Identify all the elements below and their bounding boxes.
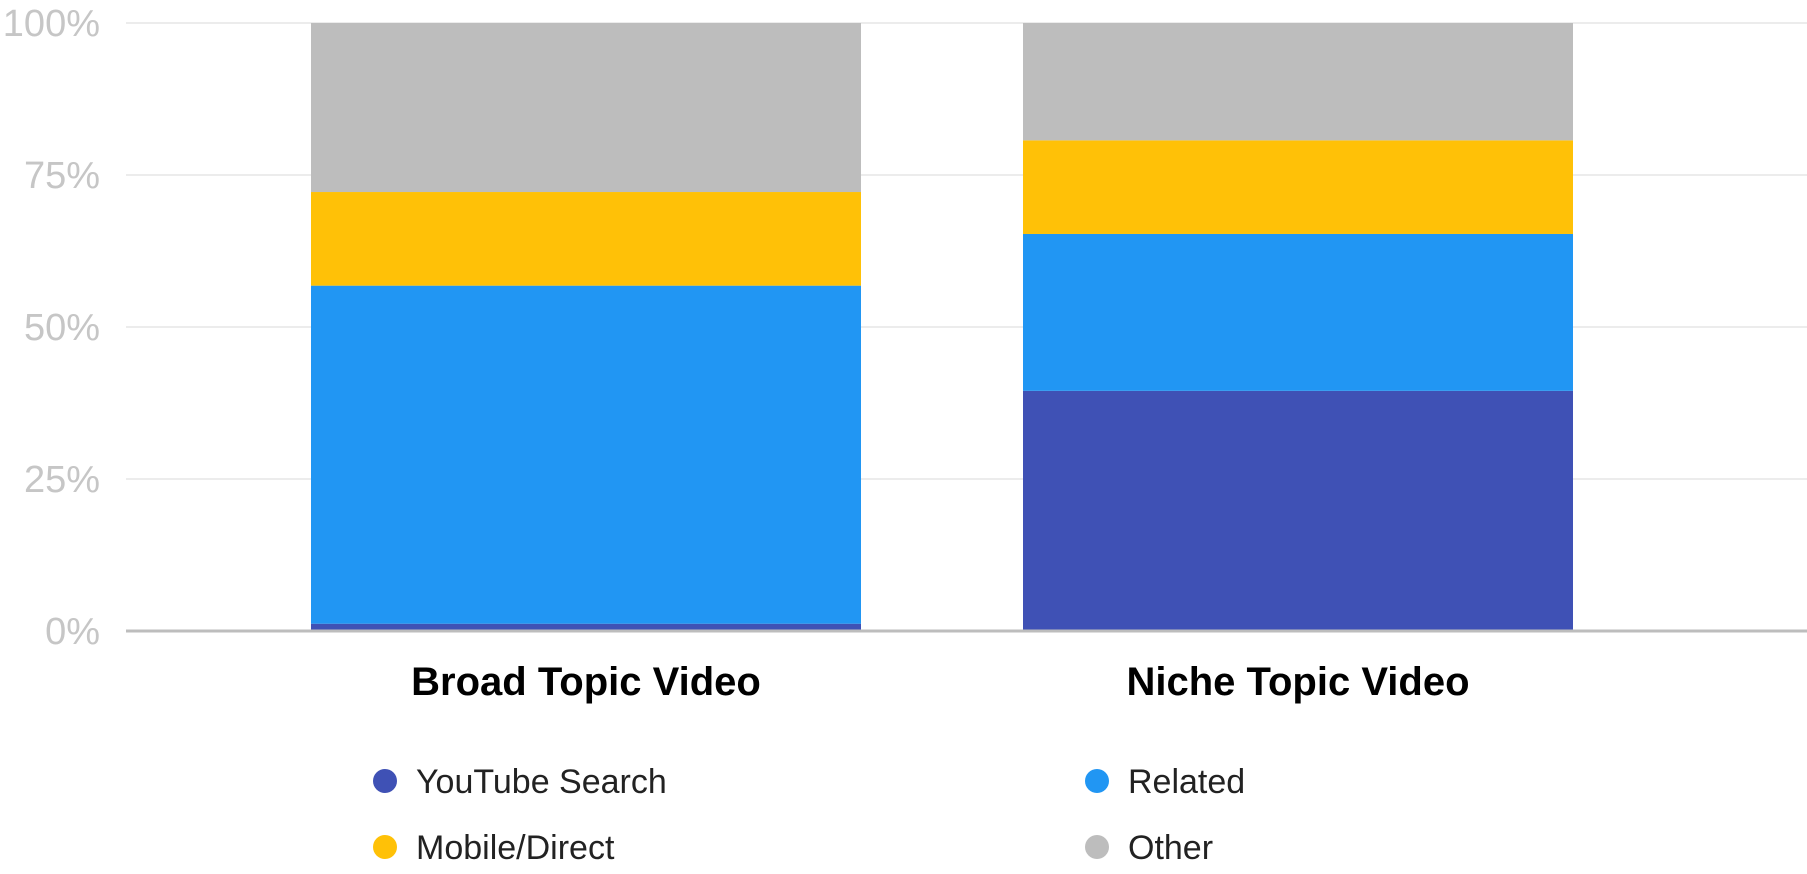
legend-swatch bbox=[373, 769, 397, 793]
legend-label: Mobile/Direct bbox=[416, 829, 615, 867]
bar-segment-youtube-search bbox=[311, 623, 861, 631]
y-axis-tick-labels: 0% 25% 50% 75% 100% bbox=[3, 3, 100, 653]
bar-segment-related bbox=[311, 285, 861, 624]
legend-item-related: Related bbox=[1085, 763, 1245, 801]
legend-label: Related bbox=[1128, 763, 1245, 801]
legend-label: Other bbox=[1128, 829, 1213, 867]
x-axis-category-labels: Broad Topic Video Niche Topic Video bbox=[411, 660, 1469, 704]
legend-swatch bbox=[373, 835, 397, 859]
legend-swatch bbox=[1085, 769, 1109, 793]
bar-segment-related bbox=[1023, 233, 1573, 391]
bar-segment-youtube-search bbox=[1023, 390, 1573, 631]
y-tick-label: 50% bbox=[24, 307, 100, 349]
legend-label: YouTube Search bbox=[416, 763, 667, 801]
legend-item-mobile-direct: Mobile/Direct bbox=[373, 829, 615, 867]
legend-item-youtube-search: YouTube Search bbox=[373, 763, 667, 801]
bar-segment-mobile-direct bbox=[311, 192, 861, 286]
legend-item-other: Other bbox=[1085, 829, 1213, 867]
bar-segment-mobile-direct bbox=[1023, 140, 1573, 234]
bar-segment-other bbox=[311, 23, 861, 193]
y-tick-label: 25% bbox=[24, 459, 100, 501]
bar-segment-other bbox=[1023, 23, 1573, 141]
bar-stack bbox=[1023, 23, 1573, 631]
legend-swatch bbox=[1085, 835, 1109, 859]
x-category-label: Broad Topic Video bbox=[411, 660, 761, 704]
y-tick-label: 100% bbox=[3, 3, 100, 45]
y-tick-label: 0% bbox=[45, 611, 100, 653]
legend: YouTube Search Related Mobile/Direct Other bbox=[373, 763, 1245, 867]
y-tick-label: 75% bbox=[24, 155, 100, 197]
x-category-label: Niche Topic Video bbox=[1126, 660, 1469, 704]
bars bbox=[311, 23, 1573, 631]
bar-stack bbox=[311, 23, 861, 631]
